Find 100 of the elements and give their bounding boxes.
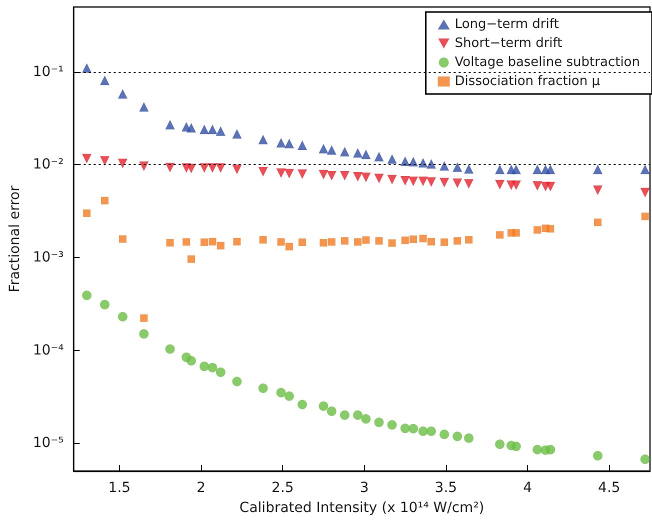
point: [82, 63, 92, 73]
point: [139, 329, 149, 339]
x-tick-label: 1.5: [108, 480, 131, 496]
point: [186, 356, 196, 366]
x-tick-label: 4: [523, 480, 532, 496]
point: [284, 168, 294, 178]
x-axis-title: Calibrated Intensity (x 10¹⁴ W/cm²): [239, 500, 484, 516]
point: [419, 234, 427, 242]
point: [232, 376, 242, 386]
point: [495, 440, 505, 450]
point: [340, 146, 350, 156]
point: [276, 388, 286, 398]
point: [100, 196, 108, 204]
point: [216, 367, 226, 377]
point: [593, 451, 603, 460]
point: [326, 406, 336, 416]
point: [354, 238, 362, 246]
y-axis-title: Fractional error: [7, 185, 23, 292]
point: [100, 76, 110, 86]
point: [353, 410, 363, 420]
point: [118, 158, 128, 168]
point: [118, 89, 128, 99]
y-tick-label: 10⁻³: [32, 249, 64, 266]
point: [100, 156, 110, 166]
point: [139, 162, 149, 172]
point: [318, 170, 328, 180]
point: [361, 172, 371, 182]
point: [418, 176, 428, 186]
point: [387, 420, 397, 430]
point: [440, 178, 450, 188]
point: [340, 170, 350, 180]
point: [83, 209, 91, 217]
point: [408, 424, 418, 434]
point: [511, 180, 521, 190]
point: [374, 152, 384, 162]
point: [388, 239, 396, 247]
point: [284, 391, 294, 401]
point: [200, 362, 210, 372]
point: [408, 176, 418, 186]
point: [328, 238, 336, 246]
point: [165, 120, 175, 130]
point: [427, 238, 435, 246]
point: [640, 454, 650, 464]
point: [100, 300, 110, 310]
point: [166, 239, 174, 247]
point: [511, 164, 521, 174]
point: [418, 426, 428, 436]
point: [426, 159, 436, 169]
y-tick-label: 10⁻⁵: [32, 435, 64, 452]
point: [410, 236, 418, 244]
point: [452, 432, 462, 442]
point: [401, 236, 409, 244]
point: [258, 383, 268, 393]
point: [593, 186, 603, 195]
point: [320, 239, 328, 247]
point: [511, 442, 521, 452]
point: [232, 129, 242, 139]
point: [165, 344, 175, 354]
point: [118, 235, 126, 243]
point: [546, 164, 556, 174]
point: [387, 154, 397, 164]
point: [593, 164, 603, 174]
point: [374, 174, 384, 184]
point: [82, 154, 92, 164]
point: [464, 164, 474, 174]
point: [165, 162, 175, 172]
point: [440, 238, 448, 246]
point: [258, 166, 268, 176]
point: [232, 164, 242, 174]
point: [208, 238, 216, 246]
point: [452, 162, 462, 172]
x-tick-label: 3.5: [434, 480, 458, 496]
point: [208, 362, 218, 372]
point: [361, 414, 371, 424]
point: [216, 242, 224, 250]
point: [216, 126, 226, 136]
point: [532, 164, 542, 174]
x-tick-label: 3: [360, 480, 369, 496]
point: [408, 156, 418, 166]
point: [326, 170, 336, 180]
point: [361, 150, 371, 160]
point: [298, 140, 308, 150]
point: [534, 226, 542, 234]
point: [426, 177, 436, 187]
point: [532, 181, 542, 191]
point: [188, 255, 196, 263]
point: [259, 236, 267, 244]
point: [139, 102, 149, 112]
point: [418, 158, 428, 168]
point: [400, 424, 410, 434]
point: [200, 238, 208, 246]
point: [326, 145, 336, 155]
point: [464, 179, 474, 189]
point: [400, 156, 410, 166]
point: [140, 314, 148, 322]
point: [82, 290, 92, 300]
point: [186, 164, 196, 174]
point: [258, 134, 268, 144]
point: [640, 164, 650, 174]
point: [512, 229, 520, 237]
